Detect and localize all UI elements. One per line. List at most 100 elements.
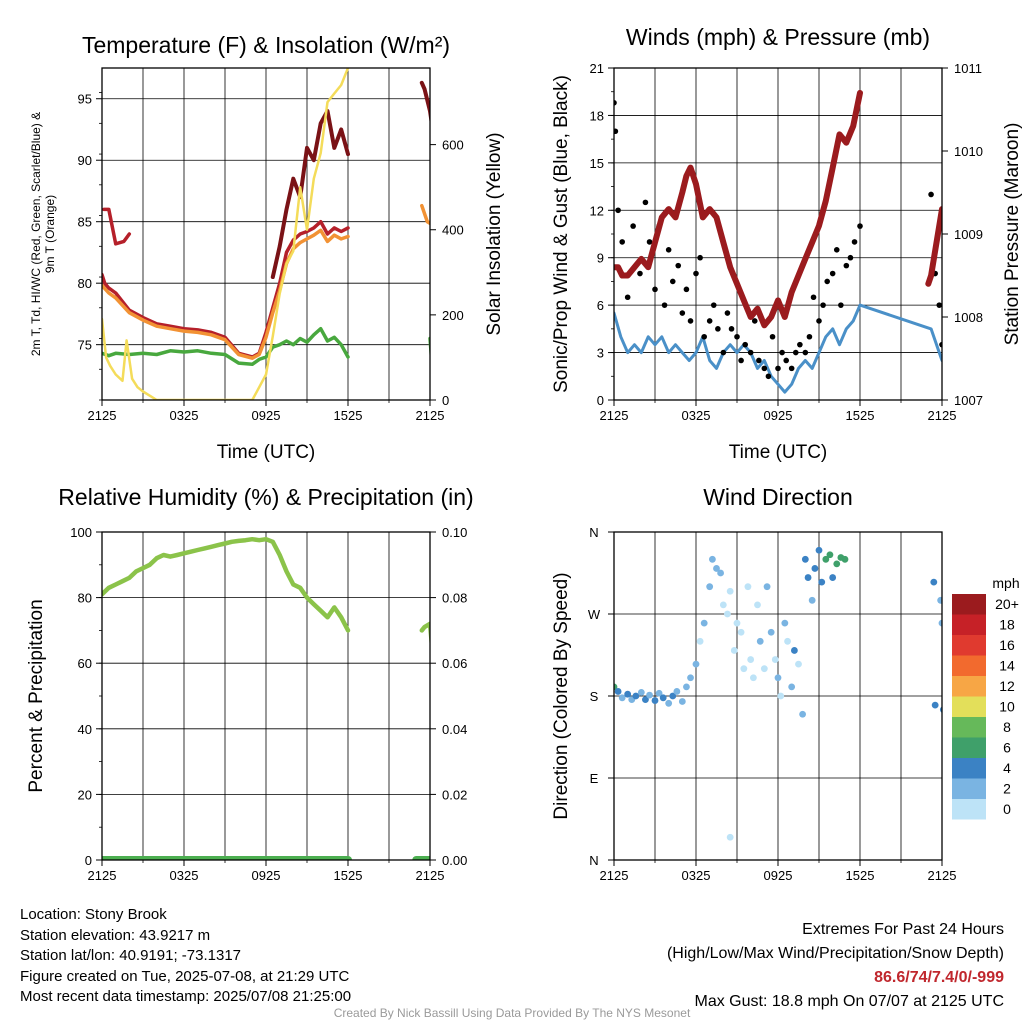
y-tick-label: 90 <box>78 153 92 168</box>
y-tick-label: W <box>588 607 601 622</box>
gust-point <box>701 333 707 340</box>
gust-point <box>679 310 686 316</box>
y-tick-label: E <box>590 771 599 786</box>
y-tick-label: 20 <box>78 787 92 802</box>
y2-tick-label: 1008 <box>954 310 983 325</box>
gust-point <box>928 191 934 198</box>
y-tick-label: 0 <box>85 853 92 868</box>
direction-point <box>777 692 785 700</box>
gust-point <box>797 341 803 348</box>
gust-point <box>939 341 942 348</box>
direction-point <box>784 637 791 645</box>
direction-point <box>833 560 841 568</box>
direction-point <box>637 688 645 696</box>
direction-point <box>937 596 942 604</box>
max-gust: Max Gust: 18.8 mph On 07/07 at 2125 UTC <box>694 993 1005 1010</box>
y-axis-label: Direction (Colored By Speed) <box>551 572 572 819</box>
direction-point <box>767 628 775 636</box>
y-tick-label: 6 <box>597 298 604 313</box>
gust-point <box>788 365 795 372</box>
credit-line: Created By Nick Bassill Using Data Provi… <box>333 1006 691 1020</box>
legend-swatch <box>952 696 986 717</box>
gust-point <box>792 349 799 356</box>
station-latlon: Station lat/lon: 40.9191; -73.1317 <box>20 947 242 964</box>
legend-swatch <box>952 594 986 615</box>
y-tick-label: 21 <box>590 61 604 76</box>
y2-tick-label: 0.00 <box>442 853 467 868</box>
x-tick-label: 2125 <box>416 868 445 883</box>
gust-point <box>802 349 809 356</box>
gust-point <box>715 326 721 332</box>
direction-point <box>726 833 734 841</box>
direction-point <box>791 647 798 654</box>
plot-area <box>102 536 430 860</box>
chart-panel-3: 0 20 40 60 80 100 0.00 0.02 0.04 0.06 0.08 0.10 2125… <box>26 484 474 883</box>
legend-label: 8 <box>1003 719 1011 735</box>
station-info: Location: Stony Brook Station elevation:… <box>20 905 351 1008</box>
y-axis-label: Percent & Precipitation <box>26 599 47 792</box>
direction-point <box>642 696 649 704</box>
gust-point <box>751 318 758 324</box>
gust-point <box>652 286 658 293</box>
plot-frame <box>613 531 943 861</box>
direction-point <box>692 660 700 668</box>
y2-tick-label: 400 <box>442 223 464 238</box>
direction-point <box>815 546 823 554</box>
gust-point <box>765 373 772 380</box>
y-tick-label: N <box>589 525 598 540</box>
y2-tick-label: 1007 <box>954 393 983 408</box>
legend-label: 10 <box>999 699 1015 715</box>
direction-point <box>931 701 939 709</box>
gust-point <box>756 357 762 364</box>
legend-label: 2 <box>1003 781 1011 797</box>
direction-point <box>730 647 738 654</box>
gust-point <box>833 247 840 253</box>
plot-area <box>614 546 942 841</box>
chart-panel-1: 75 80 85 90 95 0 200 400 600 2125 0325 0925 1525 2125… <box>29 32 505 463</box>
direction-point <box>740 665 748 673</box>
series-relative-humidity-latest- <box>419 621 430 649</box>
gust-point <box>706 318 713 324</box>
gust-point <box>619 239 625 245</box>
gust-point <box>769 333 776 340</box>
chart-panel-2: 0 3 6 9 12 15 18 21 1007 1008 1009 1010 1011 2125 0325… <box>551 24 1023 463</box>
gust-point <box>687 318 694 324</box>
gust-point <box>851 239 858 245</box>
gust-point <box>742 341 748 348</box>
series-9m-t <box>102 228 350 360</box>
direction-point <box>781 619 789 627</box>
y-tick-label: 75 <box>78 338 92 353</box>
gust-point <box>838 302 844 308</box>
x-tick-label: 2125 <box>88 408 117 423</box>
direction-point <box>829 574 837 581</box>
x-tick-label: 1525 <box>846 408 875 423</box>
y-tick-label: 3 <box>597 346 604 361</box>
direction-point <box>774 674 782 682</box>
gust-point <box>810 294 817 301</box>
y2-tick-label: 0.04 <box>442 722 467 737</box>
y-tick-label: 80 <box>78 591 92 606</box>
y-tick-label: 0 <box>597 393 604 408</box>
chart-title: Winds (mph) & Pressure (mb) <box>626 24 930 50</box>
direction-point <box>930 578 938 586</box>
x-tick-label: 0325 <box>682 868 711 883</box>
y2-tick-label: 0.10 <box>442 525 467 540</box>
legend-label: 18 <box>999 617 1015 633</box>
y2-tick-label: 200 <box>442 308 464 323</box>
y-tick-label: 18 <box>590 108 604 123</box>
y2-tick-label: 0.02 <box>442 787 467 802</box>
gust-point <box>637 270 643 277</box>
gust-point <box>669 278 676 285</box>
x-tick-label: 2125 <box>600 868 629 883</box>
direction-point <box>939 706 942 713</box>
y2-tick-label: 0.08 <box>442 591 467 606</box>
x-tick-label: 0925 <box>764 408 793 423</box>
gust-point <box>820 302 826 308</box>
gust-point <box>665 247 672 253</box>
extremes-values: 86.6/74/7.4/0/-999 <box>874 969 1004 986</box>
x-tick-label: 1525 <box>846 868 875 883</box>
series-pressure <box>614 89 863 329</box>
direction-point <box>700 619 708 627</box>
direction-point <box>771 656 779 663</box>
direction-point <box>744 583 752 591</box>
